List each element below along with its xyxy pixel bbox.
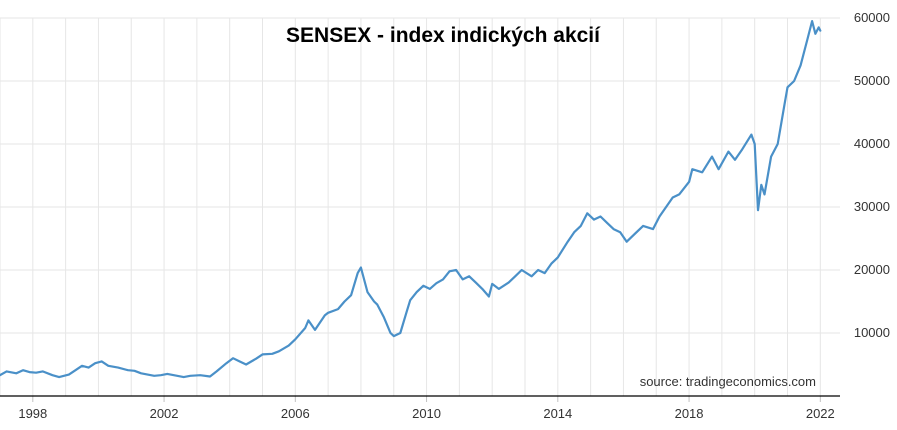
x-axis: 1998 2002 2006 2010 2014 2018 2022 [18,396,835,421]
y-tick-label: 50000 [854,73,890,88]
series-line [0,20,822,379]
x-tick-label: 2010 [412,406,441,421]
y-tick-label: 60000 [854,10,890,25]
series-group [0,20,822,379]
y-tick-label: 20000 [854,262,890,277]
gridlines [0,17,840,396]
y-tick-label: 40000 [854,136,890,151]
x-tick-label: 1998 [18,406,47,421]
x-tick-label: 2014 [543,406,572,421]
x-tick-label: 2006 [281,406,310,421]
source-label: source: tradingeconomics.com [640,374,816,389]
y-tick-label: 30000 [854,199,890,214]
x-tick-label: 2022 [806,406,835,421]
x-tick-label: 2018 [675,406,704,421]
y-axis: 10000 20000 30000 40000 50000 60000 [854,10,890,340]
chart-title: SENSEX - index indických akcií [286,24,601,47]
x-tick-label: 2002 [150,406,179,421]
y-tick-label: 10000 [854,325,890,340]
